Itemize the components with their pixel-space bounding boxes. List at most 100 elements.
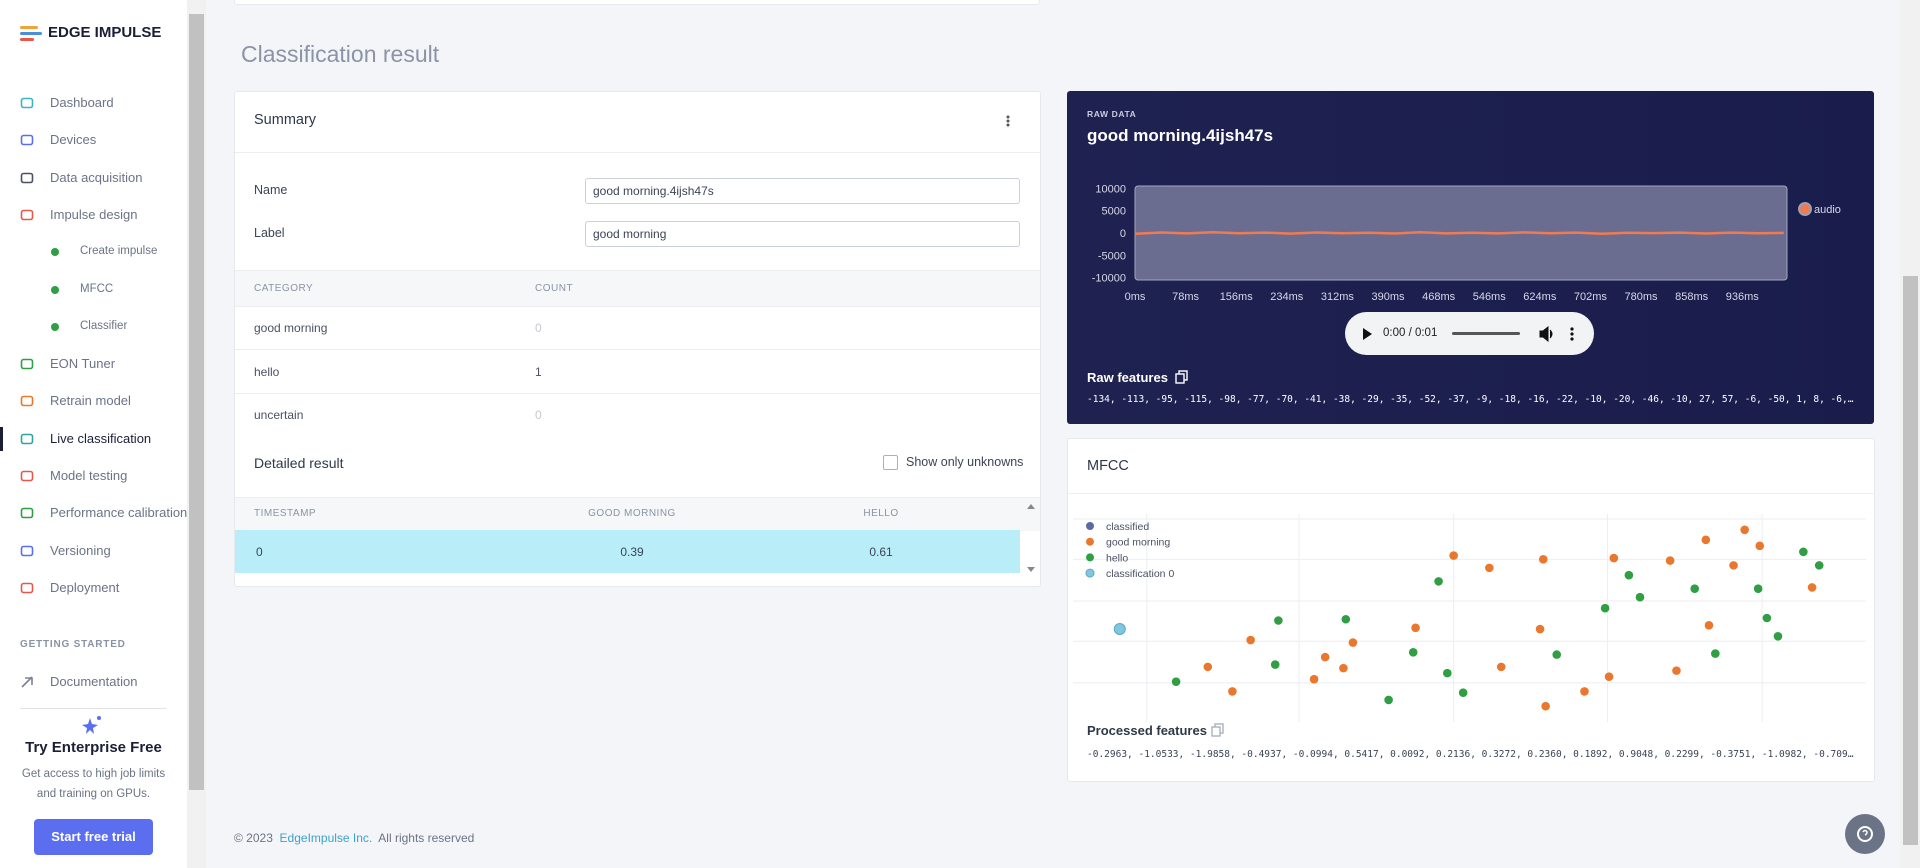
promo-text: Get access to high job limits: [21, 768, 166, 780]
promo-text: and training on GPUs.: [36, 788, 151, 800]
mfcc-card: MFCC Processed features -0.2963, -1.0533…: [1067, 438, 1875, 782]
nav-subitem[interactable]: MFCC: [80, 282, 114, 295]
star-icon: [82, 716, 101, 734]
section-title: Processed features: [1087, 723, 1207, 738]
icon-shape: [20, 97, 34, 109]
kicker: RAW DATA: [1087, 109, 1137, 119]
column-header: CATEGORY: [254, 283, 314, 294]
nav-dot: [51, 248, 59, 257]
play-button[interactable]: [1362, 327, 1374, 341]
nav-item[interactable]: EON Tuner: [50, 356, 116, 372]
table-header: [235, 270, 1040, 307]
nav-item[interactable]: Devices: [50, 132, 97, 148]
feature-values: -0.2963, -1.0533, -1.9858, -0.4937, -0.0…: [1087, 749, 1855, 760]
column-header: COUNT: [535, 283, 574, 294]
table-scrollbar[interactable]: [1023, 497, 1039, 577]
nav-item[interactable]: Dashboard: [50, 95, 114, 110]
table-cell: 0: [535, 321, 542, 335]
nav-item[interactable]: Live classification: [50, 430, 152, 446]
card: [234, 0, 1040, 5]
table-cell: 0.39: [620, 545, 644, 559]
active-indicator: [0, 426, 3, 451]
nav-icon: [20, 134, 34, 146]
seek-bar[interactable]: [1452, 332, 1520, 335]
nav-icon: [20, 172, 34, 183]
menu-icon[interactable]: [1005, 114, 1011, 130]
nav-subitem[interactable]: Classifier: [80, 319, 128, 332]
table-cell: uncertain: [254, 408, 304, 422]
text-input[interactable]: good morning.4ijsh47s: [585, 178, 1020, 204]
icon-shape: [20, 582, 34, 594]
volume-button[interactable]: [1539, 326, 1555, 342]
nav-item[interactable]: Performance calibration: [50, 505, 188, 521]
table-cell: 0.61: [869, 545, 893, 559]
divider: [235, 152, 1040, 153]
column-header: HELLO: [863, 508, 899, 519]
audio-player[interactable]: 0:00 / 0:01: [1345, 312, 1594, 355]
nav-item[interactable]: Retrain model: [50, 393, 131, 409]
nav-subitem[interactable]: Create impulse: [80, 245, 158, 258]
copy-icon[interactable]: [1175, 370, 1189, 384]
table-cell: 0: [535, 408, 542, 422]
brand: EDGE IMPULSE: [48, 24, 162, 41]
nav-icon: [20, 582, 34, 594]
card-title: MFCC: [1087, 458, 1129, 474]
nav-icon: [20, 97, 34, 109]
row-divider: [235, 392, 1040, 394]
icon-shape: [20, 470, 34, 482]
text-input[interactable]: good morning: [585, 221, 1020, 247]
page-title: Classification result: [241, 41, 440, 67]
nav-icon: [20, 470, 34, 482]
copy-icon[interactable]: [1211, 723, 1225, 737]
table-header: [235, 497, 1040, 531]
sidebar: EDGE IMPULSE GETTING STARTED Documentati…: [0, 0, 187, 868]
rights: All rights reserved: [378, 831, 475, 845]
icon-shape: [20, 545, 34, 556]
nav-item[interactable]: Data acquisition: [50, 169, 143, 185]
nav-item[interactable]: Documentation: [50, 674, 138, 689]
nav-icon: [20, 209, 34, 221]
icon-shape: [20, 507, 34, 519]
trial-button[interactable]: Start free trial: [34, 819, 153, 855]
menu-button[interactable]: [1569, 326, 1575, 342]
divider: [20, 708, 166, 709]
nav-item[interactable]: Versioning: [50, 542, 111, 558]
scrollbar[interactable]: [1900, 0, 1920, 868]
section-title: GETTING STARTED: [20, 639, 126, 650]
table-cell: 0: [256, 545, 263, 559]
help-button[interactable]: [1845, 814, 1885, 854]
table-cell: hello: [254, 364, 280, 379]
help-icon: [1857, 826, 1873, 842]
icon-shape: [20, 172, 34, 183]
footer: © 2023 EdgeImpulse Inc. All rights reser…: [234, 831, 474, 845]
nav-icon: [20, 507, 34, 519]
nav-icon: [20, 396, 34, 407]
feature-values: -134, -113, -95, -115, -98, -77, -70, -4…: [1087, 394, 1855, 405]
field-label: Label: [254, 226, 285, 240]
card-title: good morning.4ijsh47s: [1087, 126, 1274, 145]
company-link[interactable]: EdgeImpulse Inc.: [279, 831, 373, 845]
scrollbar[interactable]: [187, 0, 206, 868]
nav-item[interactable]: Deployment: [50, 579, 120, 595]
section-title: Raw features: [1087, 370, 1168, 385]
nav-item[interactable]: Model testing: [50, 468, 128, 483]
player-time: 0:00 / 0:01: [1383, 327, 1438, 339]
icon-shape: [20, 358, 34, 370]
nav-icon: [20, 545, 34, 556]
checkbox-label[interactable]: Show only unknowns: [906, 455, 1024, 469]
raw-data-card: RAW DATA good morning.4ijsh47s 0:00 / 0:…: [1067, 91, 1874, 424]
nav-icon: [20, 433, 34, 444]
summary-card: Summary Name good morning.4ijsh47s Label…: [234, 91, 1041, 587]
logo-icon: [20, 26, 42, 41]
promo-title: Try Enterprise Free: [25, 739, 162, 756]
scroll-thumb[interactable]: [1903, 276, 1918, 845]
scroll-thumb[interactable]: [189, 14, 204, 790]
nav-dot: [51, 285, 59, 294]
divider: [1068, 493, 1874, 494]
checkbox[interactable]: [883, 455, 898, 470]
icon-shape: [20, 433, 34, 444]
table-cell: 1: [535, 364, 542, 379]
nav-item[interactable]: Impulse design: [50, 206, 138, 222]
nav-dot: [51, 322, 59, 331]
